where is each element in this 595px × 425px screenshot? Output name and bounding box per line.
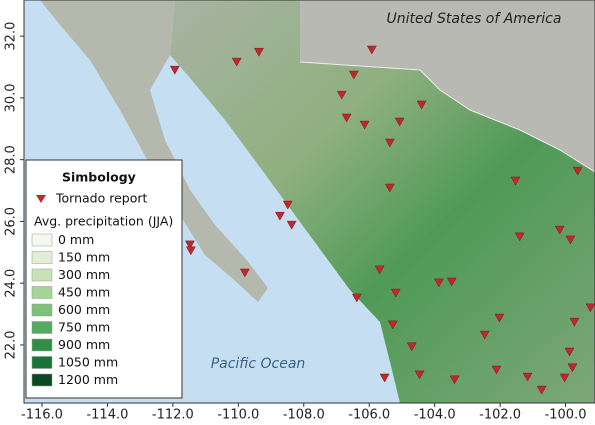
x-tick-label: -114.0 xyxy=(86,408,128,423)
tornado-report xyxy=(559,373,570,383)
tornado-report xyxy=(184,240,195,250)
tornado-report xyxy=(565,235,576,245)
border xyxy=(299,61,595,173)
tornado-report xyxy=(406,342,417,352)
legend-class-label: 900 mm xyxy=(58,337,110,352)
country-label: United States of America xyxy=(387,11,562,27)
legend-swatch xyxy=(31,268,53,282)
tornado-layer xyxy=(169,45,595,395)
legend-swatch xyxy=(31,286,53,299)
legend-swatch xyxy=(31,338,53,352)
tornado-report xyxy=(379,373,390,383)
map-frame xyxy=(23,0,595,404)
tornado-report xyxy=(384,183,395,193)
us-land xyxy=(300,0,595,172)
tornado-report xyxy=(336,90,347,100)
legend-class-label: 150 mm xyxy=(58,250,110,265)
legend-class-label: 0 mm xyxy=(58,232,94,247)
tornado-report xyxy=(282,200,293,210)
tornado-report xyxy=(564,347,575,357)
y-tick-label: 32.0 xyxy=(4,22,19,51)
tornado-report xyxy=(479,330,490,340)
legend-class-label: 300 mm xyxy=(58,267,110,282)
tornado-report xyxy=(185,246,196,256)
tornado-report xyxy=(366,45,377,55)
legend: Simbology Tornado report Avg. precipitat… xyxy=(25,159,183,399)
y-tick-label: 30.0 xyxy=(4,83,19,112)
legend-class-label: 1200 mm xyxy=(58,372,118,387)
x-tick-label: -116.0 xyxy=(21,408,63,423)
tornado-report xyxy=(341,113,352,123)
tornado-report xyxy=(254,47,264,57)
x-tick-label: -104.0 xyxy=(414,408,456,423)
tornado-report xyxy=(169,65,180,75)
tornado-report xyxy=(239,268,250,278)
legend-class-label: 750 mm xyxy=(58,320,110,335)
tornado-report xyxy=(433,278,444,288)
tornado-report xyxy=(231,57,242,67)
tornado-report xyxy=(510,176,521,186)
legend-swatch xyxy=(31,303,53,317)
y-tick-label: 26.0 xyxy=(4,207,19,236)
axes: -116.0 -114.0 -112.0 -110.0 -108.0 -106.0 -104… xyxy=(4,22,587,423)
tornado-report xyxy=(390,288,401,298)
tornado-report xyxy=(414,370,425,380)
tornado-report xyxy=(572,166,583,176)
x-tick-label: -106.0 xyxy=(348,408,390,423)
tornado-report xyxy=(514,232,525,242)
tornado-report xyxy=(567,363,578,373)
terrain xyxy=(24,0,595,403)
tornado-report xyxy=(374,265,385,275)
tornado-report xyxy=(449,375,460,385)
x-tick-label: -110.0 xyxy=(217,408,259,423)
tornado-report xyxy=(286,220,297,230)
tornado-report xyxy=(384,138,395,148)
baja-peninsula xyxy=(40,0,268,302)
legend-title: Simbology xyxy=(62,170,136,185)
legend-class-label: 600 mm xyxy=(58,302,110,317)
legend-swatch xyxy=(31,321,53,334)
legend-class-label: 450 mm xyxy=(58,285,110,300)
legend-swatch xyxy=(31,356,53,369)
legend-class-label: 1050 mm xyxy=(58,355,118,370)
legend-precip-title: Avg. precipitation (JJA) xyxy=(34,214,173,229)
tornado-report xyxy=(446,277,457,287)
y-tick-label: 22.0 xyxy=(4,330,19,359)
tornado-report xyxy=(494,313,505,323)
x-tick-label: -112.0 xyxy=(152,408,194,423)
legend-swatch xyxy=(31,373,53,387)
x-tick-label: -102.0 xyxy=(479,408,521,423)
tornado-report xyxy=(491,365,502,375)
tornado-report xyxy=(359,120,370,130)
tornado-report xyxy=(348,70,359,80)
tornado-report xyxy=(585,303,595,313)
tornado-report xyxy=(387,320,398,330)
legend-swatch xyxy=(31,251,53,264)
y-tick-label: 28.0 xyxy=(4,145,19,174)
y-tick-label: 24.0 xyxy=(4,269,19,298)
tornado-report xyxy=(274,211,285,221)
tornado-report xyxy=(569,317,580,327)
tornado-report xyxy=(522,372,533,382)
tornado-report xyxy=(536,385,547,395)
legend-tornado: Tornado report xyxy=(55,191,147,206)
tornado-report xyxy=(554,225,565,235)
legend-swatch xyxy=(31,233,53,247)
x-tick-label: -108.0 xyxy=(283,408,325,423)
ocean-label: Pacific Ocean xyxy=(211,356,306,372)
tornado-report xyxy=(416,100,427,110)
legend-tornado-icon xyxy=(36,195,46,203)
tornado-report xyxy=(351,293,362,303)
tornado-report xyxy=(394,117,405,127)
x-tick-label: -100.0 xyxy=(545,408,587,423)
